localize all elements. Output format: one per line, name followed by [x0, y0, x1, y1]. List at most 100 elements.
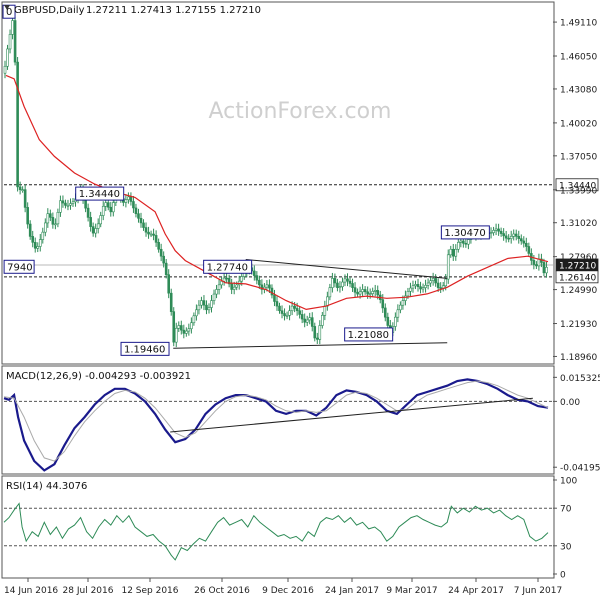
candle-body — [318, 325, 322, 340]
candle-body — [449, 248, 453, 256]
candle-body — [13, 20, 17, 63]
candle-body — [89, 217, 92, 227]
candle-body — [273, 294, 276, 302]
candle-body — [258, 279, 261, 286]
candle-body — [368, 293, 372, 295]
candle-body — [343, 278, 347, 283]
sma-line — [5, 74, 549, 311]
candle-body — [409, 287, 412, 292]
candle-body — [129, 196, 133, 202]
candle-body — [346, 278, 349, 282]
candle-body — [308, 317, 312, 321]
candle-body — [436, 282, 440, 288]
rsi-y-tick-label: 30 — [560, 542, 572, 552]
candle-body — [494, 228, 498, 231]
candle-body — [101, 205, 105, 216]
candle-body — [16, 61, 19, 188]
candle-body — [331, 278, 334, 288]
price-annotation-label: 1.34440 — [79, 189, 120, 200]
candle-body — [406, 291, 410, 297]
rsi-y-tick-label: 0 — [560, 571, 566, 581]
price-panel[interactable]: ActionForex.com 1.34440 1.27210 1.26140 0 1… — [1, 1, 599, 365]
price-annotation-label: 1.19460 — [124, 344, 165, 355]
rsi-panel[interactable]: 100 70 30 0 RSI(14) 44.3076 — [1, 475, 577, 581]
candle-body — [313, 326, 317, 339]
price-y-tick-label: 1.31020 — [560, 219, 597, 229]
candle-body — [514, 233, 518, 237]
candle-body — [205, 304, 208, 311]
candle-body — [383, 307, 387, 318]
candle-body — [111, 202, 115, 213]
candle-body — [197, 304, 201, 311]
candle-body — [144, 227, 148, 233]
candle-body — [8, 34, 12, 50]
candle-body — [285, 315, 289, 317]
candle-body — [290, 305, 294, 312]
price-annotation-label: 1.27740 — [207, 262, 248, 273]
candle-body — [396, 309, 400, 318]
price-level-box — [555, 178, 599, 192]
candle-body — [439, 287, 442, 289]
macd-panel[interactable]: 0.015325 0.00 -0.041957 MACD(12,26,9) -0.0… — [1, 365, 600, 475]
candle-body — [18, 186, 22, 190]
candle-body — [142, 222, 145, 228]
candle-body — [109, 206, 113, 213]
candle-body — [139, 218, 143, 224]
candle-body — [416, 284, 420, 287]
candle-body — [441, 285, 445, 289]
candle-body — [512, 233, 516, 237]
candle-body — [227, 278, 231, 285]
candle-body — [315, 337, 319, 340]
rsi-line — [3, 502, 549, 561]
candle-body — [167, 274, 170, 294]
candle-body — [106, 202, 110, 208]
x-axis: 14 Jun 2016 28 Jul 2016 12 Sep 2016 26 Oct … — [4, 578, 562, 596]
price-y-tick-label: 1.24990 — [560, 286, 597, 296]
candle-body — [152, 233, 155, 236]
candle-body — [28, 223, 32, 237]
candle-body — [459, 240, 463, 243]
candle-body — [255, 275, 259, 281]
watermark: ActionForex.com — [209, 99, 392, 124]
macd-lines — [3, 378, 549, 472]
price-y-axis: 1.49110 1.46050 1.43080 1.40020 1.37050 1.339… — [553, 19, 597, 363]
rsi-y-tick-label: 100 — [560, 477, 577, 487]
candle-body — [366, 291, 369, 295]
candle-body — [46, 213, 50, 224]
candle-body — [127, 196, 130, 200]
candle-body — [381, 299, 385, 309]
macd-trendline-segment — [170, 397, 533, 433]
candle-body — [454, 248, 458, 257]
candle-body — [351, 283, 354, 288]
macd-y-tick-label: 0.00 — [560, 398, 580, 408]
candle-body — [86, 207, 90, 218]
candle-body — [394, 316, 397, 327]
price-y-tick-label: 1.46050 — [560, 53, 597, 63]
candle-body — [44, 222, 47, 233]
candle-body — [23, 189, 27, 208]
candle-body — [502, 233, 505, 237]
candle-body — [348, 280, 352, 284]
price-annotation-label: 1.21080 — [348, 330, 389, 341]
candle-body — [260, 284, 264, 290]
candle-body — [225, 277, 228, 280]
candle-body — [41, 231, 45, 240]
candle-body — [59, 200, 62, 213]
candle-body — [49, 213, 52, 218]
candle-body — [56, 211, 60, 225]
candle-body — [341, 281, 344, 287]
dropdown-triangle-icon[interactable] — [4, 5, 10, 10]
candle-body — [542, 262, 546, 274]
x-tick-label: 9 Mar 2017 — [386, 586, 437, 596]
candle-body — [404, 295, 407, 301]
candle-body — [535, 264, 538, 267]
candle-body — [280, 310, 284, 314]
candle-body — [21, 189, 24, 191]
candle-body — [220, 281, 223, 286]
x-tick-label: 26 Oct 2016 — [194, 586, 250, 596]
candle-body — [192, 315, 196, 324]
macd-y-tick-label: -0.041957 — [560, 464, 600, 474]
rsi-levels — [4, 507, 553, 547]
candle-body — [187, 328, 191, 332]
candle-body — [323, 305, 327, 316]
